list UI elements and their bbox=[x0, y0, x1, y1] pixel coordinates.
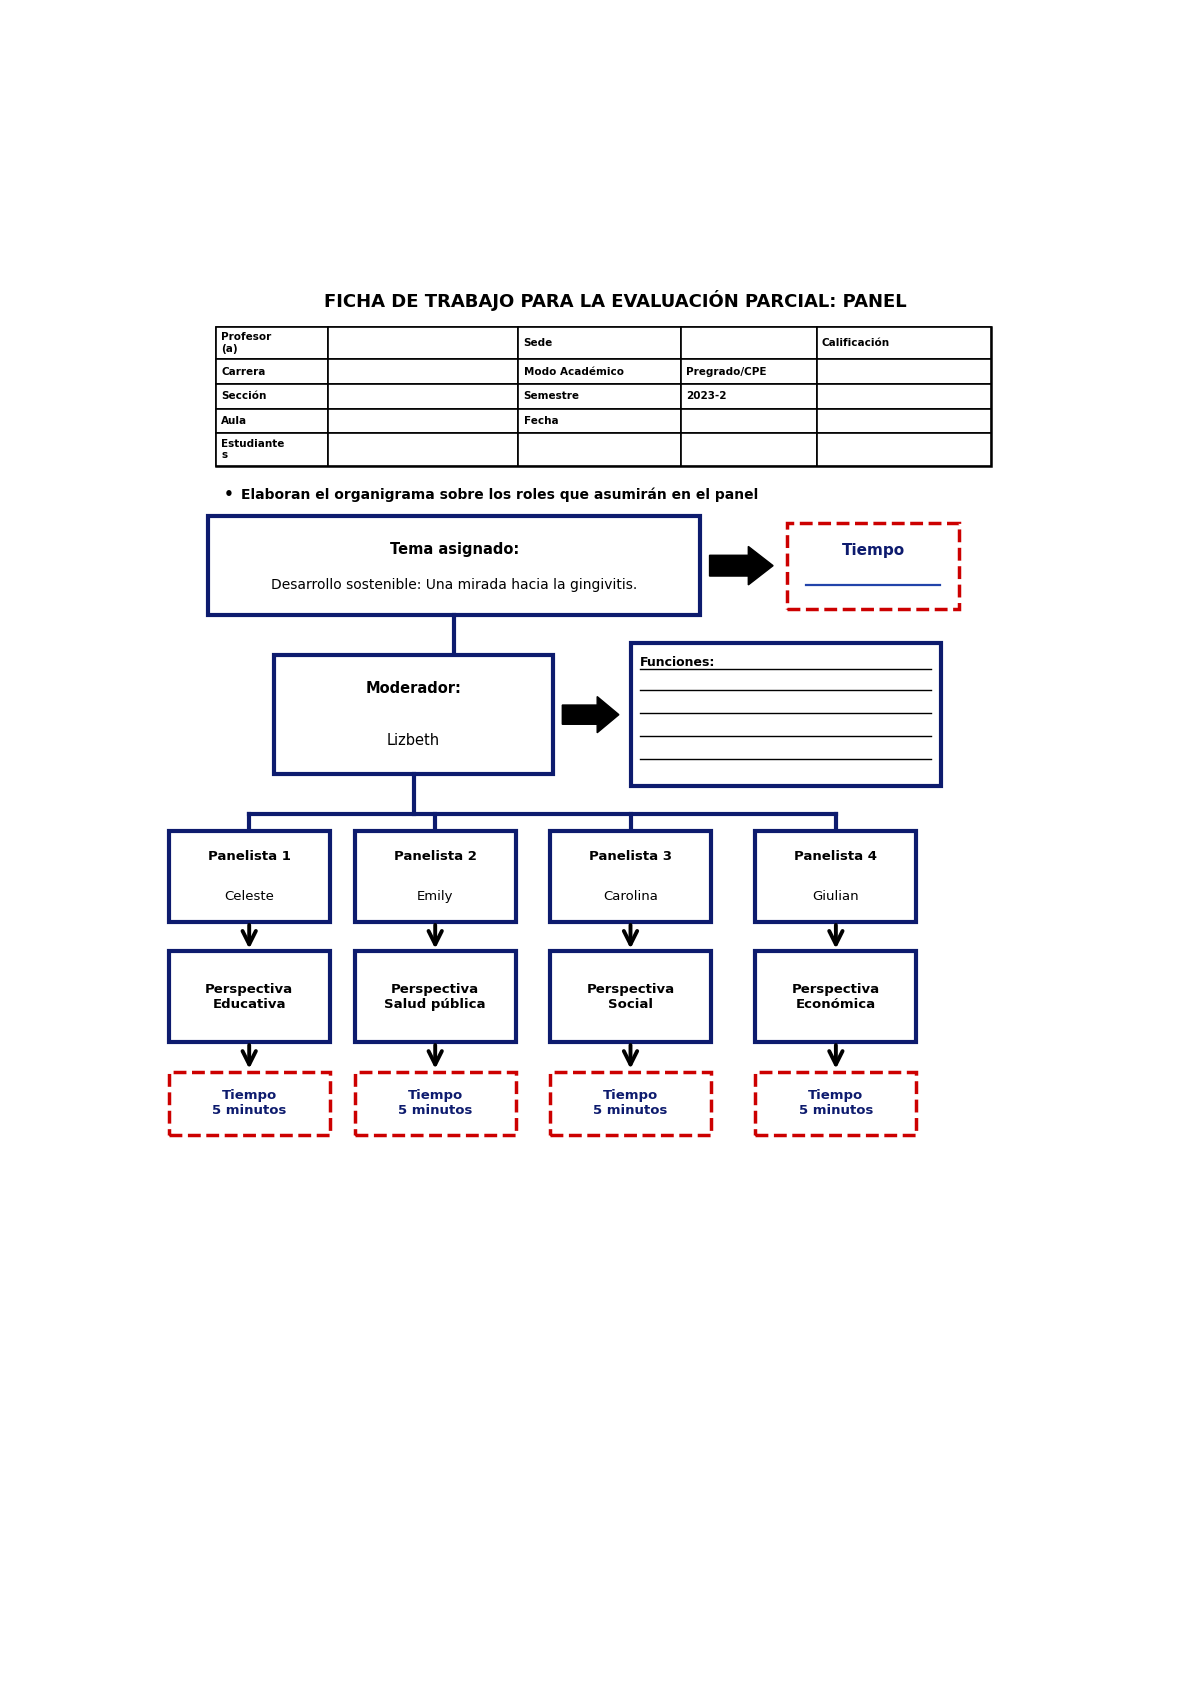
Text: Sección: Sección bbox=[221, 391, 266, 401]
Bar bbox=[329, 384, 518, 409]
Bar bbox=[216, 328, 991, 465]
Text: Funciones:: Funciones: bbox=[640, 655, 715, 669]
Bar bbox=[680, 328, 816, 360]
Bar bbox=[518, 328, 680, 360]
Text: Desarrollo sostenible: Una mirada hacia la gingivitis.: Desarrollo sostenible: Una mirada hacia … bbox=[271, 579, 637, 593]
Text: Fecha: Fecha bbox=[523, 416, 558, 426]
Bar bbox=[680, 360, 816, 384]
Bar bbox=[329, 328, 518, 360]
Text: Emily: Emily bbox=[416, 890, 454, 903]
Text: Tiempo
5 minutos: Tiempo 5 minutos bbox=[593, 1088, 667, 1117]
Bar bbox=[518, 433, 680, 465]
Text: Tiempo
5 minutos: Tiempo 5 minutos bbox=[398, 1088, 473, 1117]
Bar bbox=[680, 384, 816, 409]
Text: Celeste: Celeste bbox=[224, 890, 274, 903]
Text: •: • bbox=[223, 487, 234, 503]
Bar bbox=[274, 655, 553, 774]
Bar bbox=[329, 433, 518, 465]
Text: Perspectiva
Educativa: Perspectiva Educativa bbox=[205, 983, 293, 1010]
Text: Elaboran el organigrama sobre los roles que asumirán en el panel: Elaboran el organigrama sobre los roles … bbox=[241, 487, 758, 503]
Bar bbox=[550, 832, 712, 922]
Text: Perspectiva
Salud pública: Perspectiva Salud pública bbox=[384, 983, 486, 1010]
Text: Panelista 3: Panelista 3 bbox=[589, 851, 672, 863]
Text: Profesor
(a): Profesor (a) bbox=[221, 333, 271, 353]
Text: Perspectiva
Económica: Perspectiva Económica bbox=[792, 983, 880, 1010]
Bar bbox=[518, 360, 680, 384]
Bar bbox=[550, 1071, 712, 1134]
Text: Estudiante
s: Estudiante s bbox=[221, 438, 284, 460]
Text: Tiempo
5 minutos: Tiempo 5 minutos bbox=[799, 1088, 874, 1117]
Text: FICHA DE TRABAJO PARA LA EVALUACIÓN PARCIAL: PANEL: FICHA DE TRABAJO PARA LA EVALUACIÓN PARC… bbox=[324, 290, 906, 311]
Bar bbox=[355, 951, 516, 1043]
Bar bbox=[329, 360, 518, 384]
Bar bbox=[518, 409, 680, 433]
Bar bbox=[816, 384, 991, 409]
Text: Panelista 4: Panelista 4 bbox=[794, 851, 877, 863]
Text: Panelista 2: Panelista 2 bbox=[394, 851, 476, 863]
Text: Calificación: Calificación bbox=[822, 338, 890, 348]
Bar bbox=[630, 644, 941, 786]
Text: Carolina: Carolina bbox=[604, 890, 658, 903]
Text: Sede: Sede bbox=[523, 338, 553, 348]
Bar bbox=[816, 360, 991, 384]
Text: Lizbeth: Lizbeth bbox=[386, 734, 440, 749]
Text: Tiempo
5 minutos: Tiempo 5 minutos bbox=[212, 1088, 287, 1117]
Bar bbox=[329, 409, 518, 433]
Bar bbox=[216, 384, 329, 409]
Bar bbox=[755, 1071, 917, 1134]
Bar bbox=[816, 409, 991, 433]
Bar bbox=[168, 832, 330, 922]
Text: Perspectiva
Social: Perspectiva Social bbox=[587, 983, 674, 1010]
Text: Giulian: Giulian bbox=[812, 890, 859, 903]
Text: Carrera: Carrera bbox=[221, 367, 265, 377]
Polygon shape bbox=[709, 547, 773, 584]
Bar bbox=[680, 433, 816, 465]
Bar bbox=[208, 516, 701, 615]
Text: Modo Académico: Modo Académico bbox=[523, 367, 624, 377]
Bar bbox=[550, 951, 712, 1043]
Bar bbox=[680, 409, 816, 433]
Text: Pregrado/CPE: Pregrado/CPE bbox=[686, 367, 767, 377]
Bar bbox=[355, 1071, 516, 1134]
Polygon shape bbox=[563, 696, 619, 734]
Bar bbox=[216, 433, 329, 465]
Bar bbox=[216, 409, 329, 433]
Text: Tema asignado:: Tema asignado: bbox=[390, 542, 518, 557]
Bar bbox=[755, 951, 917, 1043]
Bar bbox=[755, 832, 917, 922]
Bar bbox=[787, 523, 959, 610]
Bar bbox=[216, 360, 329, 384]
Bar bbox=[216, 328, 329, 360]
Text: Moderador:: Moderador: bbox=[366, 681, 462, 696]
Bar bbox=[168, 1071, 330, 1134]
Text: Tiempo: Tiempo bbox=[841, 543, 905, 557]
Text: Semestre: Semestre bbox=[523, 391, 580, 401]
Bar bbox=[518, 384, 680, 409]
Text: Panelista 1: Panelista 1 bbox=[208, 851, 290, 863]
Text: Aula: Aula bbox=[221, 416, 247, 426]
Bar bbox=[355, 832, 516, 922]
Text: 2023-2: 2023-2 bbox=[686, 391, 727, 401]
Bar bbox=[816, 433, 991, 465]
Bar bbox=[816, 328, 991, 360]
Bar bbox=[168, 951, 330, 1043]
